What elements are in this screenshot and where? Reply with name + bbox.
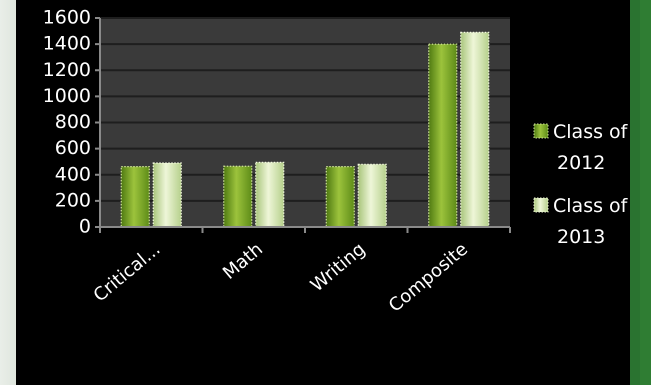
x-tick-label: Writing (307, 239, 370, 296)
y-tick-label: 1000 (43, 85, 91, 107)
y-axis-ticks: 0 200 400 600 800 1000 1200 1400 1600 (43, 7, 100, 238)
x-tick-label: Math (219, 239, 267, 284)
bar-class-of-2012-composite (428, 43, 458, 228)
legend-swatch-2013 (533, 197, 549, 213)
bar-class-of-2013-critical (152, 162, 182, 228)
legend-label-2012-line2: 2012 (557, 152, 605, 174)
x-axis-ticks: Critical... Math Writing Composite (90, 227, 511, 317)
legend-swatch-2012 (533, 123, 549, 139)
chart-container: 0 200 400 600 800 1000 1200 1400 1600 Critical..… (16, 0, 640, 385)
legend-item-2013: Class of 2013 (533, 195, 629, 248)
x-tick-label: Critical... (90, 239, 165, 307)
bar-class-of-2013-math (255, 161, 285, 228)
y-tick-label: 1600 (43, 7, 91, 29)
y-tick-label: 200 (55, 189, 91, 211)
legend-label-2013-line1: Class of (553, 195, 629, 217)
legend-label-2012-line1: Class of (553, 121, 629, 143)
legend-item-2012: Class of 2012 (533, 121, 629, 174)
legend: Class of 2012 Class of 2013 (533, 121, 629, 248)
bar-class-of-2013-composite (460, 31, 490, 228)
y-tick-label: 1400 (43, 33, 91, 55)
x-tick-label: Composite (385, 239, 472, 317)
y-tick-label: 400 (55, 163, 91, 185)
y-tick-label: 600 (55, 137, 91, 159)
bar-class-of-2013-writing (357, 163, 387, 228)
y-tick-label: 1200 (43, 59, 91, 81)
bars (120, 31, 490, 228)
y-tick-label: 800 (55, 111, 91, 133)
bar-chart: 0 200 400 600 800 1000 1200 1400 1600 Critical..… (43, 7, 629, 317)
y-tick-label: 0 (79, 216, 91, 238)
bar-class-of-2012-writing (325, 166, 355, 228)
bar-class-of-2012-critical (120, 166, 150, 228)
legend-label-2013-line2: 2013 (557, 226, 605, 248)
bar-class-of-2012-math (223, 165, 253, 228)
